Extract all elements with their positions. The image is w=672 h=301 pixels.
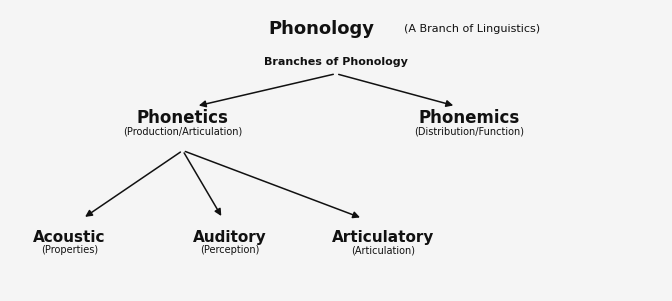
Text: (Perception): (Perception)	[200, 245, 259, 255]
Text: Acoustic: Acoustic	[33, 230, 106, 245]
Text: Branches of Phonology: Branches of Phonology	[264, 57, 408, 67]
Text: Articulatory: Articulatory	[331, 230, 434, 245]
Text: Phonemics: Phonemics	[419, 109, 520, 127]
Text: Auditory: Auditory	[192, 230, 266, 245]
Text: Phonetics: Phonetics	[137, 109, 228, 127]
Text: (Properties): (Properties)	[41, 245, 98, 255]
Text: Phonology: Phonology	[268, 20, 374, 38]
Text: (Distribution/Function): (Distribution/Function)	[415, 127, 524, 137]
Text: (Production/Articulation): (Production/Articulation)	[123, 127, 243, 137]
Text: (A Branch of Linguistics): (A Branch of Linguistics)	[404, 24, 540, 34]
Text: (Articulation): (Articulation)	[351, 245, 415, 255]
